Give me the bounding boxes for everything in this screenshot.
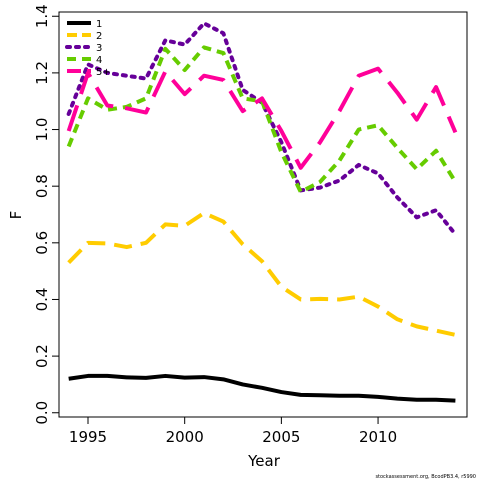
y-tick-label: 0.0	[33, 401, 51, 425]
series-line-4	[66, 45, 458, 194]
legend-label: 3	[96, 43, 102, 54]
y-tick-label: 1.4	[33, 4, 51, 28]
y-tick-label: 1.0	[33, 118, 51, 142]
legend-label: 4	[96, 55, 102, 66]
x-tick-label: 2005	[262, 428, 300, 446]
series-line-2	[67, 211, 456, 337]
series-line-5plus	[66, 66, 458, 170]
x-tick-label: 2000	[166, 428, 204, 446]
y-tick-label: 0.4	[33, 288, 51, 312]
x-tick-label: 2010	[359, 428, 397, 446]
x-tick-label: 1995	[69, 428, 107, 446]
y-tick-label: 0.8	[33, 174, 51, 198]
series-line-3	[66, 21, 458, 237]
series-lines	[66, 21, 458, 403]
legend-label: 1	[96, 19, 102, 30]
series-line-1	[68, 373, 456, 403]
credit-text: stockassessment.org, BcodPB3.4, r5990	[375, 474, 476, 480]
y-axis: 0.0 0.2 0.4 0.6 0.8 1.0 1.2 1.4	[33, 4, 59, 425]
y-axis-title: F	[7, 211, 25, 220]
legend-label: 5+	[96, 67, 111, 78]
y-tick-label: 1.2	[33, 61, 51, 85]
plot-frame	[58, 11, 468, 418]
x-axis-title: Year	[247, 452, 281, 470]
y-tick-label: 0.2	[33, 344, 51, 368]
legend-label: 2	[96, 31, 102, 42]
x-axis: 1995 2000 2005 2010	[69, 417, 397, 446]
y-tick-label: 0.6	[33, 231, 51, 255]
